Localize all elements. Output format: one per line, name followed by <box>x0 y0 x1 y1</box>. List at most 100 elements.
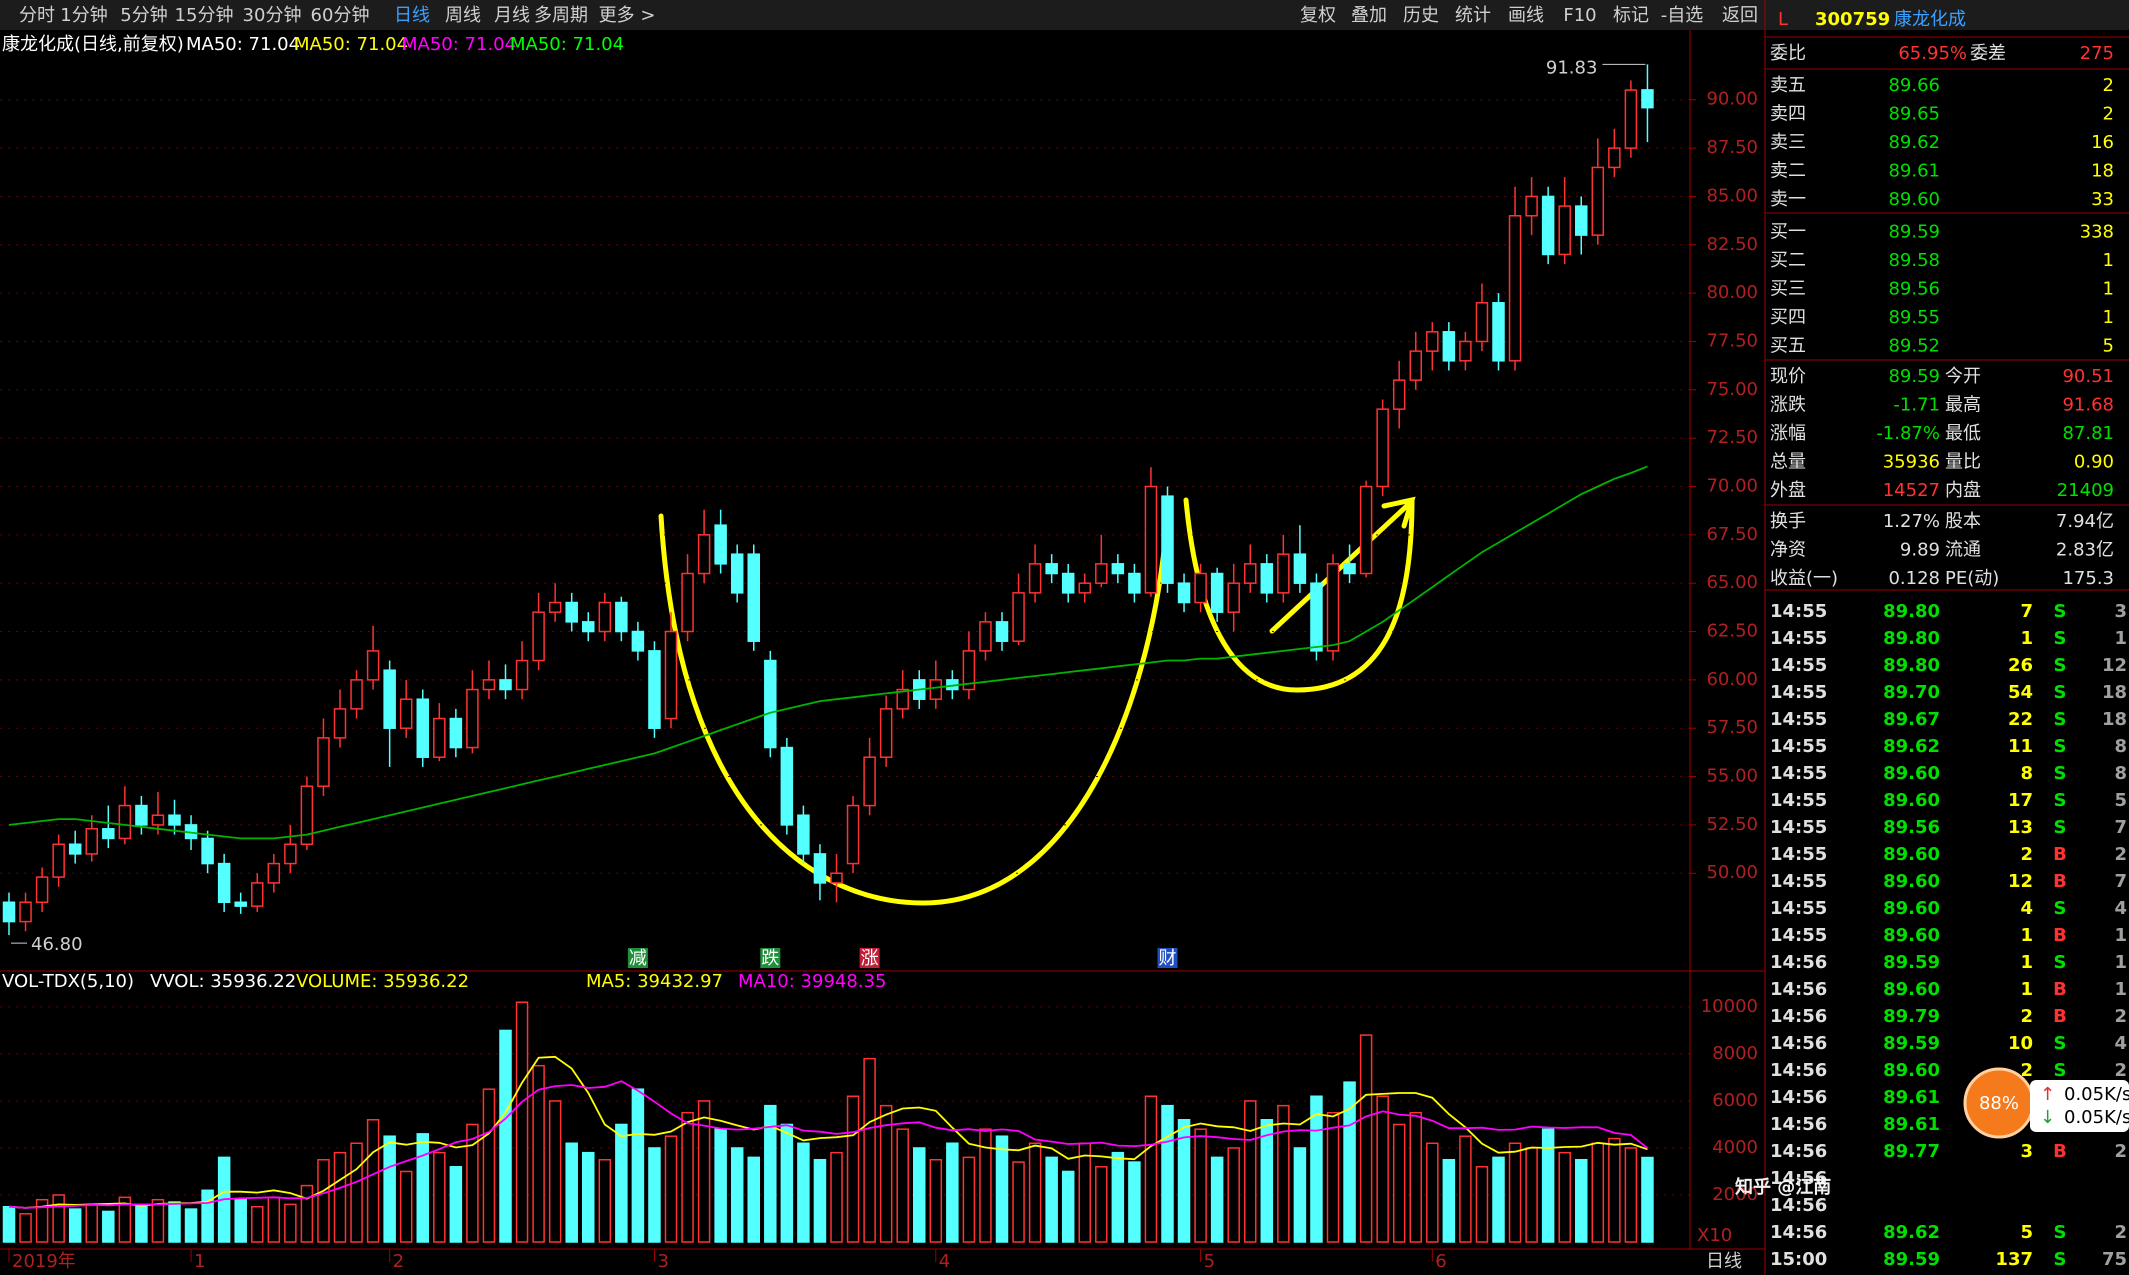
volume-bar <box>664 1135 678 1243</box>
trade-time: 15:00 <box>1770 1249 1827 1270</box>
toolbar-tab[interactable]: 5分钟 <box>120 5 167 26</box>
volume-bar <box>1045 1156 1058 1243</box>
candle-body <box>764 659 777 749</box>
book-label: 卖四 <box>1770 104 1806 125</box>
candle-body <box>979 621 992 652</box>
trade-price: 89.62 <box>1883 736 1940 757</box>
volume-bar <box>85 1203 98 1243</box>
volume-bar <box>1310 1095 1323 1243</box>
book-price: 89.66 <box>1888 75 1940 96</box>
candle-body <box>482 679 496 691</box>
arrow-down: ↓ <box>2040 1107 2055 1128</box>
volume-bar <box>1128 1161 1141 1243</box>
trade-side: B <box>2053 1006 2067 1027</box>
toolbar-tab[interactable]: 月线 <box>494 5 530 26</box>
toolbar-button[interactable]: 叠加 <box>1351 5 1387 26</box>
candle-body <box>300 785 314 845</box>
toolbar-button[interactable]: 历史 <box>1403 5 1439 26</box>
volume-bar <box>1326 1111 1340 1243</box>
toolbar-tab[interactable]: 更多 > <box>599 5 656 26</box>
volume-bar <box>846 1095 860 1243</box>
volume-bar <box>168 1201 181 1243</box>
y-tick-label: 62.50 <box>1706 621 1758 642</box>
toolbar-tab[interactable]: 分时 <box>19 5 55 26</box>
candle-body <box>879 708 893 758</box>
trade-side: B <box>2053 1141 2067 1162</box>
volume-bar <box>1061 1170 1075 1243</box>
y-tick-label: 52.50 <box>1706 814 1758 835</box>
toolbar-tab[interactable]: 日线 <box>394 5 430 26</box>
book-volume: 338 <box>2080 222 2114 243</box>
trade-time: 14:56 <box>1770 1195 1827 1216</box>
arrow <box>1269 496 1416 634</box>
candle-body <box>1260 563 1274 594</box>
volume-bar <box>598 1158 612 1243</box>
y-tick-label: 8000 <box>1712 1043 1758 1064</box>
trade-time: 14:56 <box>1770 1060 1827 1081</box>
toolbar-button[interactable]: -自选 <box>1661 5 1704 26</box>
trade-price: 89.60 <box>1883 898 1940 919</box>
candle-body <box>416 698 429 758</box>
trade-time: 14:55 <box>1770 682 1827 703</box>
candle-body <box>1310 582 1323 652</box>
trade-count: 2 <box>2114 1060 2127 1081</box>
trade-count: 2 <box>2114 1006 2127 1027</box>
trade-count: 2 <box>2114 1141 2127 1162</box>
toolbar-tab[interactable]: 周线 <box>445 5 481 26</box>
volume-ma-line <box>8 1080 1649 1209</box>
stat-label: 股本 <box>1945 511 1981 532</box>
toolbar-tab[interactable]: 30分钟 <box>243 5 302 26</box>
toolbar-button[interactable]: F10 <box>1563 5 1596 26</box>
handle-curve <box>1183 497 1415 693</box>
axis-unit: X10 <box>1697 1225 1732 1246</box>
trade-side: S <box>2054 790 2067 811</box>
trade-side: S <box>2054 1060 2067 1081</box>
ratio-label: 委比 <box>1770 43 1806 64</box>
candle-body <box>631 630 645 652</box>
stat-label: 今开 <box>1945 366 1981 387</box>
volume-bar <box>433 1151 446 1243</box>
volume-bar <box>1508 1142 1522 1243</box>
candle-body <box>780 746 794 826</box>
toolbar-tab[interactable]: 60分钟 <box>311 5 370 26</box>
toolbar-tab[interactable]: 多周期 <box>534 5 588 26</box>
book-label: 买五 <box>1770 336 1806 357</box>
volume-bar <box>1194 1128 1207 1243</box>
event-marker-bg <box>1157 948 1178 968</box>
candle-body <box>1591 166 1605 236</box>
toolbar-button[interactable]: 标记 <box>1613 5 1649 26</box>
toolbar-button[interactable]: 返回 <box>1722 5 1758 26</box>
candle-body <box>929 679 943 700</box>
volume-bar <box>2 1205 16 1243</box>
volume-bar <box>896 1128 909 1243</box>
volume-bar <box>52 1194 65 1243</box>
trade-time: 14:55 <box>1770 628 1827 649</box>
trade-side: B <box>2053 844 2067 865</box>
x-tick-label: 5 <box>1204 1251 1215 1272</box>
toolbar-tab[interactable]: 1分钟 <box>60 5 107 26</box>
trade-time: 14:56 <box>1770 1114 1827 1135</box>
book-price: 89.55 <box>1888 307 1940 328</box>
toolbar-tab[interactable]: 15分钟 <box>175 5 234 26</box>
trade-price: 89.59 <box>1883 952 1940 973</box>
volume-bar <box>1095 1166 1108 1243</box>
volume-bar <box>1426 1142 1439 1243</box>
book-label: 买二 <box>1770 250 1806 271</box>
book-price: 89.56 <box>1888 279 1940 300</box>
toolbar-button[interactable]: 统计 <box>1455 5 1491 26</box>
toolbar-button[interactable]: 复权 <box>1300 5 1336 26</box>
candle-body <box>615 601 628 633</box>
candle-body <box>1161 495 1174 584</box>
candle-body <box>1459 340 1472 362</box>
book-price: 89.59 <box>1888 222 1940 243</box>
volume-bar <box>1161 1104 1174 1243</box>
stat-label: 现价 <box>1770 366 1806 387</box>
trade-price: 89.60 <box>1883 871 1940 892</box>
trade-side: S <box>2054 898 2067 919</box>
volume-bar <box>135 1205 148 1243</box>
y-tick-label: 10000 <box>1701 996 1758 1017</box>
candle-body <box>697 534 711 575</box>
toolbar-button[interactable]: 画线 <box>1508 5 1544 26</box>
y-tick-label: 65.00 <box>1706 572 1758 593</box>
book-price: 89.60 <box>1888 189 1940 210</box>
